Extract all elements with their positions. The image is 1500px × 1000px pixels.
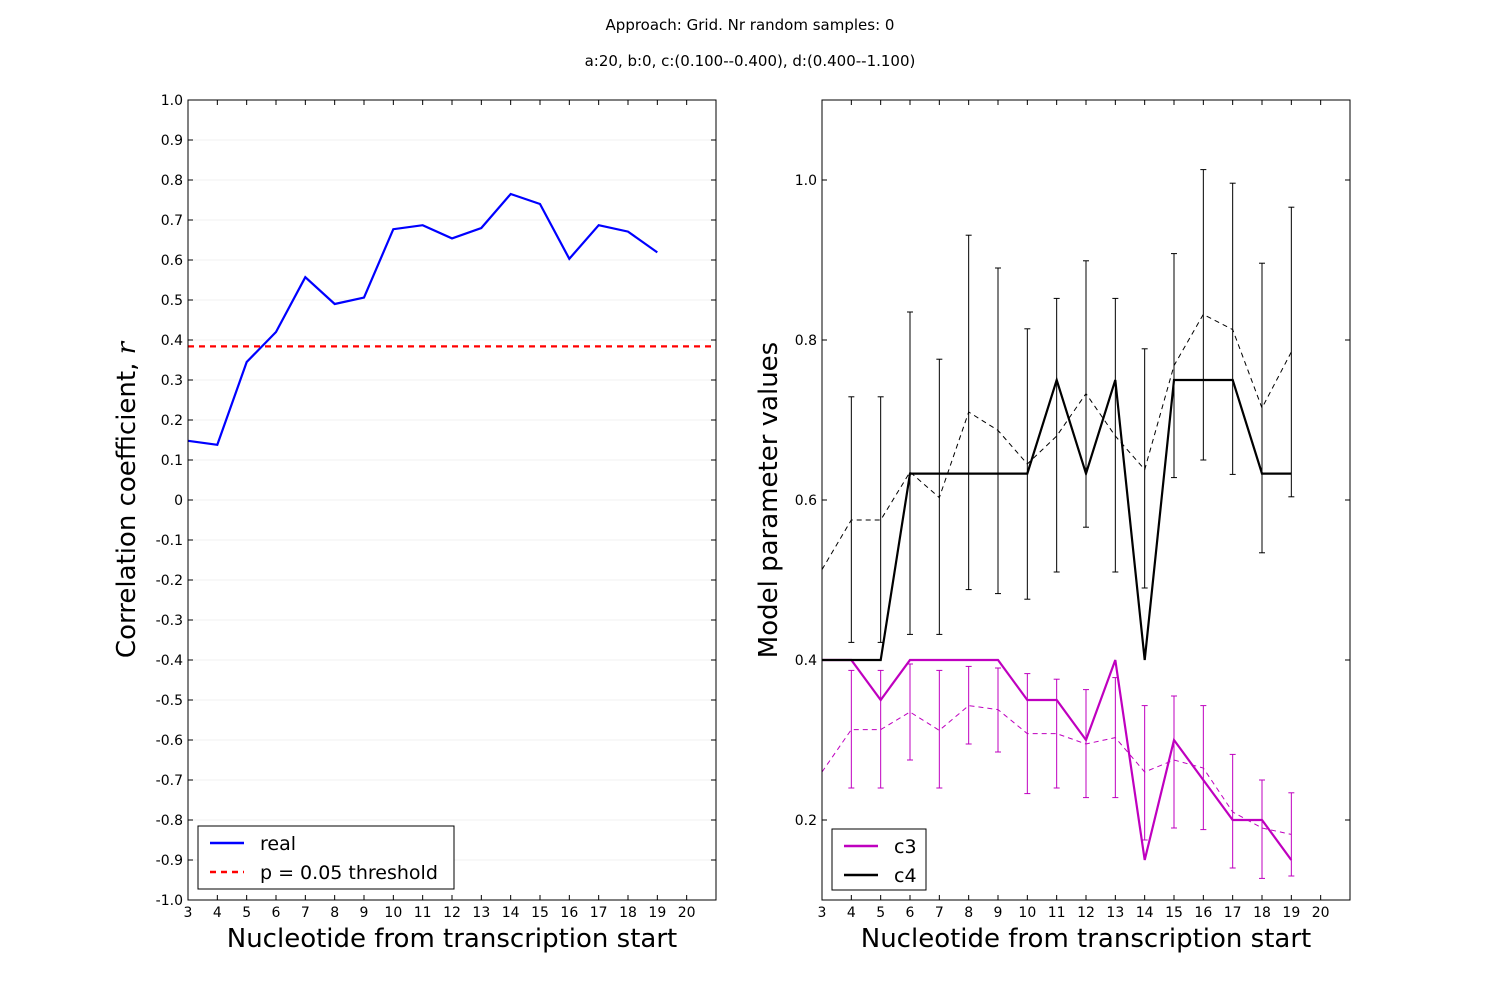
x-tick-label-6: 9	[994, 905, 1003, 921]
y-axis-label-text: Model parameter values	[754, 342, 784, 658]
x-tick-label-11: 14	[502, 905, 520, 921]
y-axis-label-text: Correlation coefficient,	[112, 354, 142, 658]
x-tick-label-14: 17	[1224, 905, 1242, 921]
x-tick-label-13: 16	[560, 905, 578, 921]
legend-label-0: real	[260, 833, 296, 855]
figure-title-approach: Approach: Grid. Nr random samples: 0	[605, 16, 895, 34]
y-tick-label-7: 0.3	[161, 373, 183, 389]
x-tick-label-3: 6	[272, 905, 281, 921]
x-tick-label-10: 13	[1106, 905, 1124, 921]
x-tick-label-9: 12	[1077, 905, 1095, 921]
x-tick-label-8: 11	[414, 905, 432, 921]
y-tick-label-0: 1.0	[161, 93, 183, 109]
x-axis-label: Nucleotide from transcription start	[227, 924, 677, 954]
x-tick-label-5: 8	[964, 905, 973, 921]
series-1-line	[822, 376, 1292, 662]
legend-box	[831, 828, 927, 891]
figure-title-parameters: a:20, b:0, c:(0.100--0.400), d:(0.400--1…	[584, 52, 916, 70]
y-tick-label-4: 0.6	[161, 253, 183, 269]
y-tick-label-1: 0.4	[795, 653, 817, 669]
mean-series-0-line	[821, 705, 1292, 835]
x-tick-label-1: 4	[847, 905, 856, 921]
x-tick-label-14: 17	[590, 905, 608, 921]
x-tick-label-12: 15	[531, 905, 549, 921]
y-tick-label-0: 0.2	[795, 813, 817, 829]
x-tick-label-4: 7	[935, 905, 944, 921]
y-tick-label-3: 0.7	[161, 213, 183, 229]
y-tick-label-10: 0	[174, 493, 183, 509]
x-tick-label-15: 18	[1253, 905, 1271, 921]
y-axis-label-symbol: r	[112, 340, 142, 354]
x-tick-label-9: 12	[443, 905, 461, 921]
series-0-line	[187, 192, 658, 447]
x-tick-label-10: 13	[472, 905, 490, 921]
x-tick-label-16: 19	[1282, 905, 1300, 921]
y-tick-label-20: -1.0	[156, 893, 183, 909]
y-tick-label-13: -0.3	[156, 613, 183, 629]
y-tick-label-2: 0.6	[795, 493, 817, 509]
y-tick-label-2: 0.8	[161, 173, 183, 189]
legend-box	[197, 825, 455, 890]
x-tick-label-8: 11	[1048, 905, 1066, 921]
x-tick-label-0: 3	[818, 905, 827, 921]
y-tick-label-15: -0.5	[156, 693, 183, 709]
y-tick-label-18: -0.8	[156, 813, 183, 829]
y-tick-label-1: 0.9	[161, 133, 183, 149]
x-tick-label-2: 5	[876, 905, 885, 921]
x-tick-label-3: 6	[906, 905, 915, 921]
y-tick-label-8: 0.2	[161, 413, 183, 429]
x-tick-label-4: 7	[301, 905, 310, 921]
x-tick-label-6: 9	[360, 905, 369, 921]
y-axis-label: Correlation coefficient, r	[112, 340, 142, 658]
x-tick-label-12: 15	[1165, 905, 1183, 921]
y-tick-label-6: 0.4	[161, 333, 183, 349]
x-tick-label-5: 8	[330, 905, 339, 921]
y-axis-label: Model parameter values	[754, 342, 784, 658]
legend-label-0: c3	[894, 836, 917, 858]
y-tick-label-12: -0.2	[156, 573, 183, 589]
x-tick-label-15: 18	[619, 905, 637, 921]
x-axis-label: Nucleotide from transcription start	[861, 924, 1311, 954]
y-tick-label-11: -0.1	[156, 533, 183, 549]
y-tick-label-16: -0.6	[156, 733, 183, 749]
correlation-chart: 3 4 5 6 7 8 9 10 11 12 13 14 15 16 17 18 19 20 1.0 0.9 0.8 0.…	[112, 93, 717, 954]
x-tick-label-1: 4	[213, 905, 222, 921]
y-tick-label-17: -0.7	[156, 773, 183, 789]
legend-label-1: p = 0.05 threshold	[260, 862, 438, 884]
series-0-line	[822, 658, 1293, 861]
x-tick-label-17: 20	[1312, 905, 1330, 921]
x-tick-label-16: 19	[648, 905, 666, 921]
y-tick-label-3: 0.8	[795, 333, 817, 349]
y-tick-label-14: -0.4	[156, 653, 183, 669]
x-tick-label-13: 16	[1194, 905, 1212, 921]
parameter-chart: 3 4 5 6 7 8 9 10 11 12 13 14 15 16 17 18 19 20 0.2 0.4 0.6 0.…	[754, 99, 1351, 954]
x-tick-label-2: 5	[242, 905, 251, 921]
x-tick-label-17: 20	[678, 905, 696, 921]
y-tick-label-9: 0.1	[161, 453, 183, 469]
x-tick-label-11: 14	[1136, 905, 1154, 921]
x-tick-label-7: 10	[1018, 905, 1036, 921]
y-tick-label-4: 1.0	[795, 173, 817, 189]
y-tick-label-5: 0.5	[161, 293, 183, 309]
y-tick-label-19: -0.9	[156, 853, 183, 869]
x-tick-label-0: 3	[184, 905, 193, 921]
legend-label-1: c4	[894, 865, 917, 887]
x-tick-label-7: 10	[384, 905, 402, 921]
